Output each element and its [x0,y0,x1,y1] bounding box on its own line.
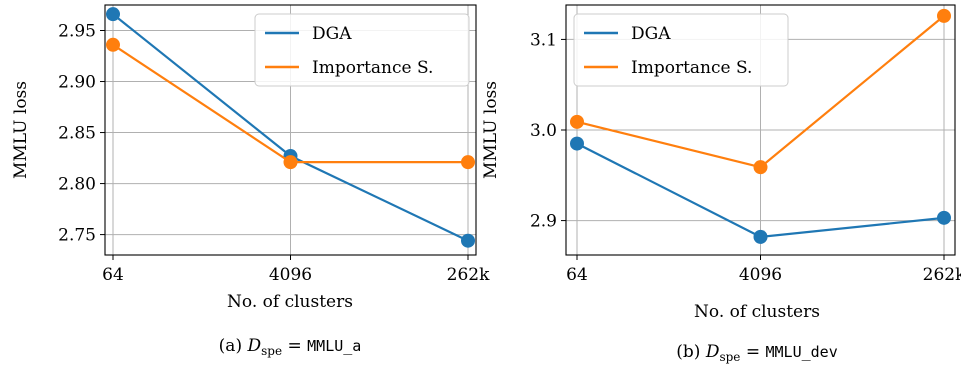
y-axis-label: MMLU loss [481,81,501,179]
y-tick-label: 2.75 [58,226,96,246]
legend: DGA Importance S. [573,13,789,87]
data-point-importance-s [937,8,951,23]
legend-label: Importance S. [631,58,752,78]
caption-part: (b) [676,342,706,362]
y-tick-label: 2.95 [58,22,96,42]
data-point-dga [753,229,768,244]
data-point-dga [570,136,584,151]
chart-panel-b: 64 4096 262k 2.9 3.0 3.1 No. of clusters MMLU l… [481,4,961,364]
x-tick-label: 4096 [269,265,312,285]
x-tick-label: 64 [102,265,124,285]
caption-part: (a) [219,336,248,356]
legend-label: DGA [631,24,671,44]
x-axis-label: No. of clusters [694,302,820,322]
chart-panel-a: 64 4096 262k 2.75 2.80 2.85 2.90 2.95 No. of clu… [11,4,490,358]
data-point-importance-s [106,37,120,52]
caption-part: = [740,342,765,362]
x-tick-label: 262k [923,265,961,285]
x-tick-label: 262k [447,265,490,285]
legend-box [254,13,470,87]
y-axis-label: MMLU loss [11,81,31,179]
data-point-importance-s [570,114,584,129]
data-point-dga [461,233,475,248]
data-point-importance-s [753,160,768,175]
figure-caption: (a) Dspe = MMLU_a [219,336,362,358]
caption-part: spe [719,350,740,364]
x-tick-label: 4096 [739,265,782,285]
y-tick-label: 2.85 [58,124,96,144]
caption-part: MMLU_dev [765,343,837,361]
y-tick-label: 2.9 [530,212,557,232]
y-tick-label: 3.1 [530,30,557,50]
caption-part: spe [261,344,282,358]
figure-caption: (b) Dspe = MMLU_dev [676,342,837,364]
y-tick-label: 3.0 [530,121,557,141]
legend: DGA Importance S. [254,13,470,87]
y-tick-label: 2.80 [58,175,96,195]
y-tick-label: 2.90 [58,73,96,93]
caption-part: = [282,336,307,356]
x-axis-label: No. of clusters [227,292,353,312]
legend-box [573,13,789,87]
caption-part: D [705,342,720,362]
legend-label: Importance S. [312,58,433,78]
caption-part: D [246,336,261,356]
x-tick-label: 64 [566,265,588,285]
legend-label: DGA [312,24,352,44]
data-point-dga [106,7,120,22]
caption-part: MMLU_a [307,337,361,355]
data-point-dga [937,210,951,225]
data-point-importance-s [461,155,475,170]
data-point-importance-s [283,155,298,170]
